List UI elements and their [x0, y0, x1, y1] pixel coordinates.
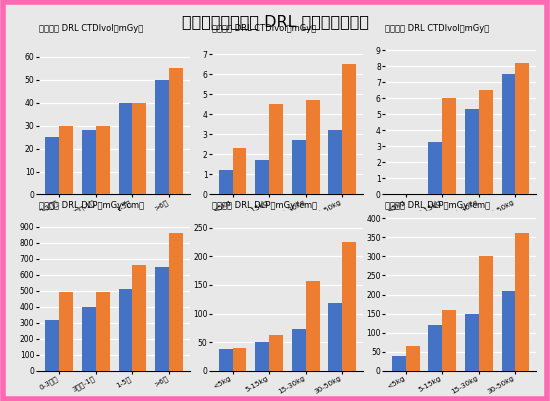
Bar: [328, 303, 342, 371]
Bar: [59, 126, 73, 194]
Bar: [406, 346, 420, 371]
Bar: [428, 142, 442, 194]
Text: 小児腹部 DRL DLP（mGy*cm）: 小児腹部 DRL DLP（mGy*cm）: [385, 201, 490, 210]
Bar: [515, 63, 529, 194]
Bar: [233, 348, 246, 371]
Bar: [118, 289, 133, 371]
Bar: [233, 148, 246, 194]
Text: 体格が小さいのに DRL が高すぎる日本: 体格が小さいのに DRL が高すぎる日本: [182, 14, 368, 29]
Bar: [442, 98, 456, 194]
Bar: [46, 137, 59, 194]
Bar: [133, 265, 146, 371]
Bar: [82, 307, 96, 371]
Bar: [82, 130, 96, 194]
Text: 小児頭部 DRL DLP（mGy*cm）: 小児頭部 DRL DLP（mGy*cm）: [39, 201, 144, 210]
Bar: [502, 74, 515, 194]
Bar: [515, 233, 529, 371]
Bar: [428, 325, 442, 371]
Bar: [46, 320, 59, 371]
Bar: [255, 160, 269, 194]
Bar: [96, 126, 110, 194]
Bar: [133, 103, 146, 194]
Bar: [465, 314, 479, 371]
Bar: [155, 80, 169, 194]
Bar: [502, 291, 515, 371]
Bar: [155, 267, 169, 371]
Text: 小児胸部 DRL CTDIvol（mGy）: 小児胸部 DRL CTDIvol（mGy）: [212, 24, 316, 33]
Bar: [59, 292, 73, 371]
Bar: [442, 310, 456, 371]
Bar: [118, 103, 133, 194]
Bar: [342, 64, 356, 194]
Bar: [292, 140, 306, 194]
Bar: [328, 130, 342, 194]
Legend: EU, 日本: EU, 日本: [91, 265, 138, 274]
Text: 小児胸部 DRL DLP（mGy*cm）: 小児胸部 DRL DLP（mGy*cm）: [212, 201, 317, 210]
Bar: [269, 104, 283, 194]
Bar: [219, 349, 233, 371]
Legend: EU, 日本: EU, 日本: [264, 265, 311, 274]
Text: 小児腹部 DRL CTDIvol（mGy）: 小児腹部 DRL CTDIvol（mGy）: [385, 24, 490, 33]
Bar: [465, 109, 479, 194]
Bar: [292, 329, 306, 371]
Bar: [219, 170, 233, 194]
Text: 小児頭部 DRL CTDIvol（mGy）: 小児頭部 DRL CTDIvol（mGy）: [39, 24, 143, 33]
Bar: [392, 356, 406, 371]
Bar: [479, 90, 493, 194]
Legend: EU, 日本: EU, 日本: [437, 265, 484, 274]
Bar: [96, 292, 110, 371]
Bar: [306, 100, 320, 194]
Bar: [169, 69, 183, 194]
Bar: [269, 335, 283, 371]
Bar: [342, 242, 356, 371]
Bar: [169, 233, 183, 371]
Bar: [255, 342, 269, 371]
Bar: [479, 256, 493, 371]
Bar: [306, 281, 320, 371]
